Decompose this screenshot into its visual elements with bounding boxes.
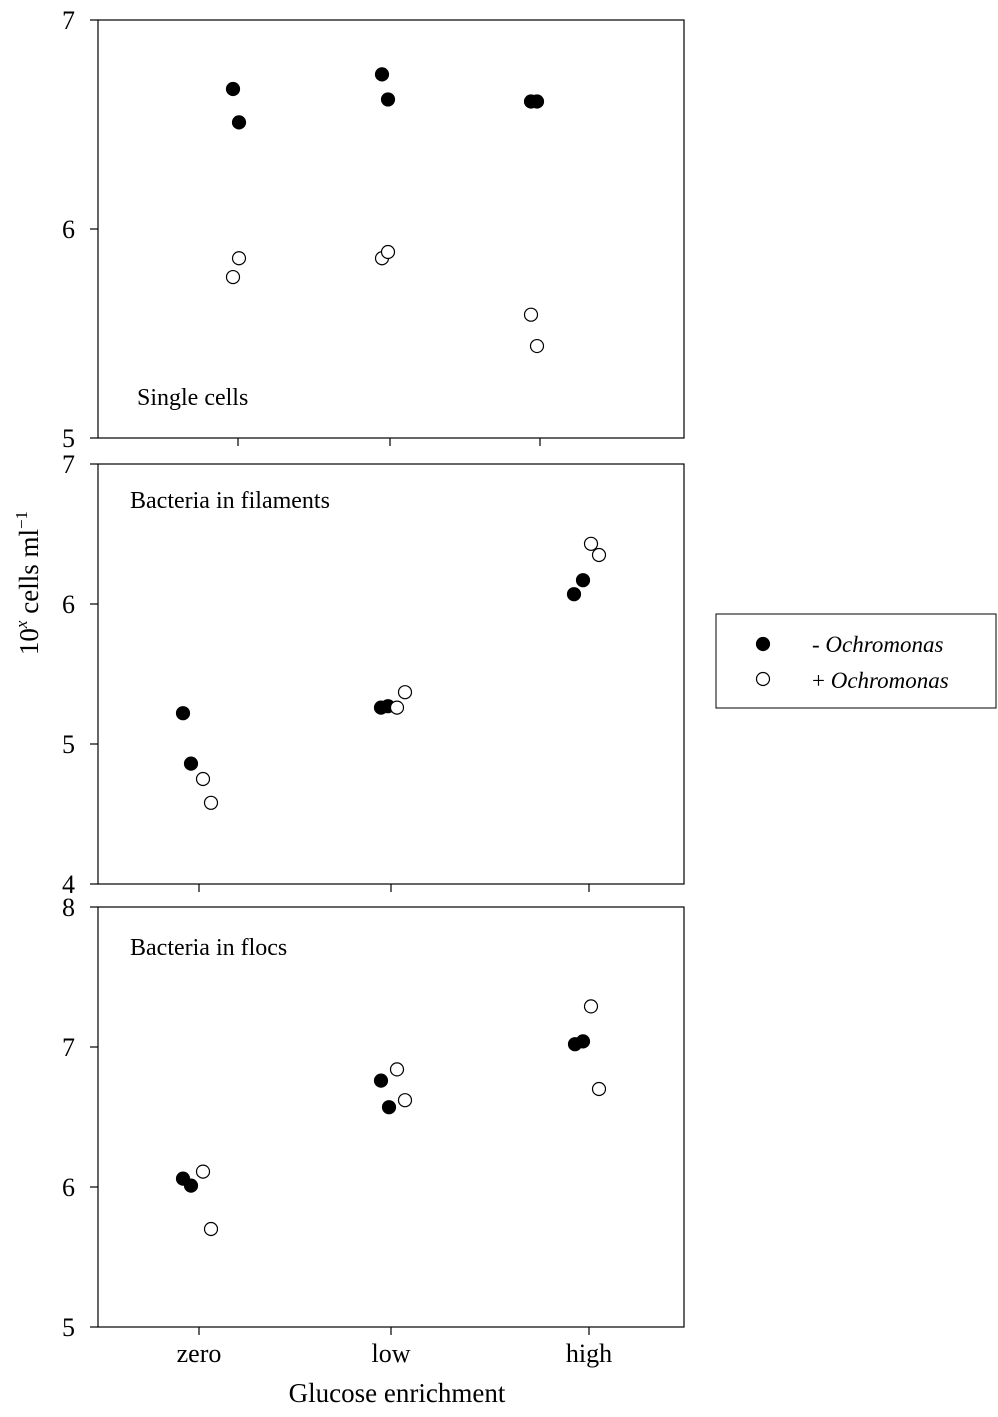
- point-plus-ochromonas-high: [523, 307, 539, 322]
- point-plus-ochromonas-low: [397, 1093, 413, 1108]
- plot-frame: [97, 19, 685, 439]
- point-plus-ochromonas-zero: [231, 251, 247, 266]
- y-tick-label: 7: [62, 1033, 75, 1062]
- x-tick-label-low: low: [372, 1339, 411, 1368]
- panel-bacteria-in-filaments: 4 5 6 7 Bacteria in filaments: [62, 450, 685, 899]
- point-minus-ochromonas-high: [529, 94, 545, 109]
- point-minus-ochromonas-low: [381, 1100, 397, 1115]
- point-plus-ochromonas-zero: [203, 1221, 219, 1237]
- point-plus-ochromonas-zero: [203, 795, 219, 810]
- point-plus-ochromonas-low: [389, 700, 405, 715]
- legend-marker-open: [755, 671, 771, 687]
- point-minus-ochromonas-zero: [183, 1178, 199, 1193]
- legend-entry-minus-ochromonas: - Ochromonas: [812, 632, 943, 657]
- point-plus-ochromonas-zero: [225, 269, 241, 285]
- y-axis-label: 10x cells ml−1: [12, 511, 44, 655]
- point-minus-ochromonas-zero: [183, 756, 199, 771]
- y-tick-label: 5: [62, 730, 75, 759]
- legend-box: [715, 613, 997, 709]
- y-tick-label: 8: [62, 893, 75, 922]
- point-plus-ochromonas-low: [380, 244, 396, 260]
- legend: - Ochromonas + Ochromonas: [715, 613, 997, 709]
- point-plus-ochromonas-high: [591, 547, 607, 563]
- y-tick-label: 7: [62, 6, 75, 35]
- panel-title: Bacteria in flocs: [130, 935, 287, 961]
- point-minus-ochromonas-zero: [231, 115, 247, 130]
- y-tick-label: 5: [62, 1313, 75, 1342]
- point-minus-ochromonas-zero: [175, 706, 191, 721]
- point-minus-ochromonas-high: [575, 1034, 591, 1049]
- point-plus-ochromonas-high: [591, 1081, 607, 1097]
- y-tick-label: 6: [62, 215, 75, 244]
- chart-panels: 5 6 7 Single cells 4 5 6 7 Bacteria in filaments…: [62, 6, 685, 1368]
- y-tick-label: 4: [62, 870, 75, 899]
- point-plus-ochromonas-low: [389, 1062, 405, 1077]
- legend-marker-filled: [755, 636, 771, 652]
- point-minus-ochromonas-low: [373, 1073, 389, 1088]
- y-tick-label: 6: [62, 1173, 75, 1202]
- y-tick-label: 5: [62, 424, 75, 453]
- plot-frame: [97, 906, 685, 1328]
- panel-bacteria-in-flocs: 5 6 7 8 zero low high Bacteria in flocs: [62, 893, 685, 1368]
- point-plus-ochromonas-zero: [195, 771, 211, 787]
- point-minus-ochromonas-zero: [225, 81, 241, 97]
- panel-title: Bacteria in filaments: [130, 488, 330, 514]
- point-plus-ochromonas-high: [529, 338, 545, 354]
- point-plus-ochromonas-high: [583, 536, 599, 551]
- point-minus-ochromonas-low: [374, 67, 390, 82]
- x-tick-label-high: high: [566, 1339, 612, 1368]
- panel-single-cells: 5 6 7 Single cells: [62, 6, 685, 453]
- point-minus-ochromonas-low: [380, 92, 396, 107]
- legend-entry-plus-ochromonas: + Ochromonas: [812, 668, 949, 693]
- point-minus-ochromonas-high: [575, 573, 591, 588]
- y-tick-label: 7: [62, 450, 75, 479]
- panel-title: Single cells: [137, 385, 248, 411]
- point-plus-ochromonas-high: [583, 999, 599, 1014]
- x-tick-label-zero: zero: [177, 1339, 222, 1368]
- point-minus-ochromonas-high: [566, 587, 582, 602]
- x-axis-label: Glucose enrichment: [289, 1378, 506, 1408]
- point-plus-ochromonas-low: [397, 685, 413, 700]
- plot-frame: [97, 463, 685, 885]
- point-plus-ochromonas-zero: [195, 1164, 211, 1179]
- y-tick-label: 6: [62, 590, 75, 619]
